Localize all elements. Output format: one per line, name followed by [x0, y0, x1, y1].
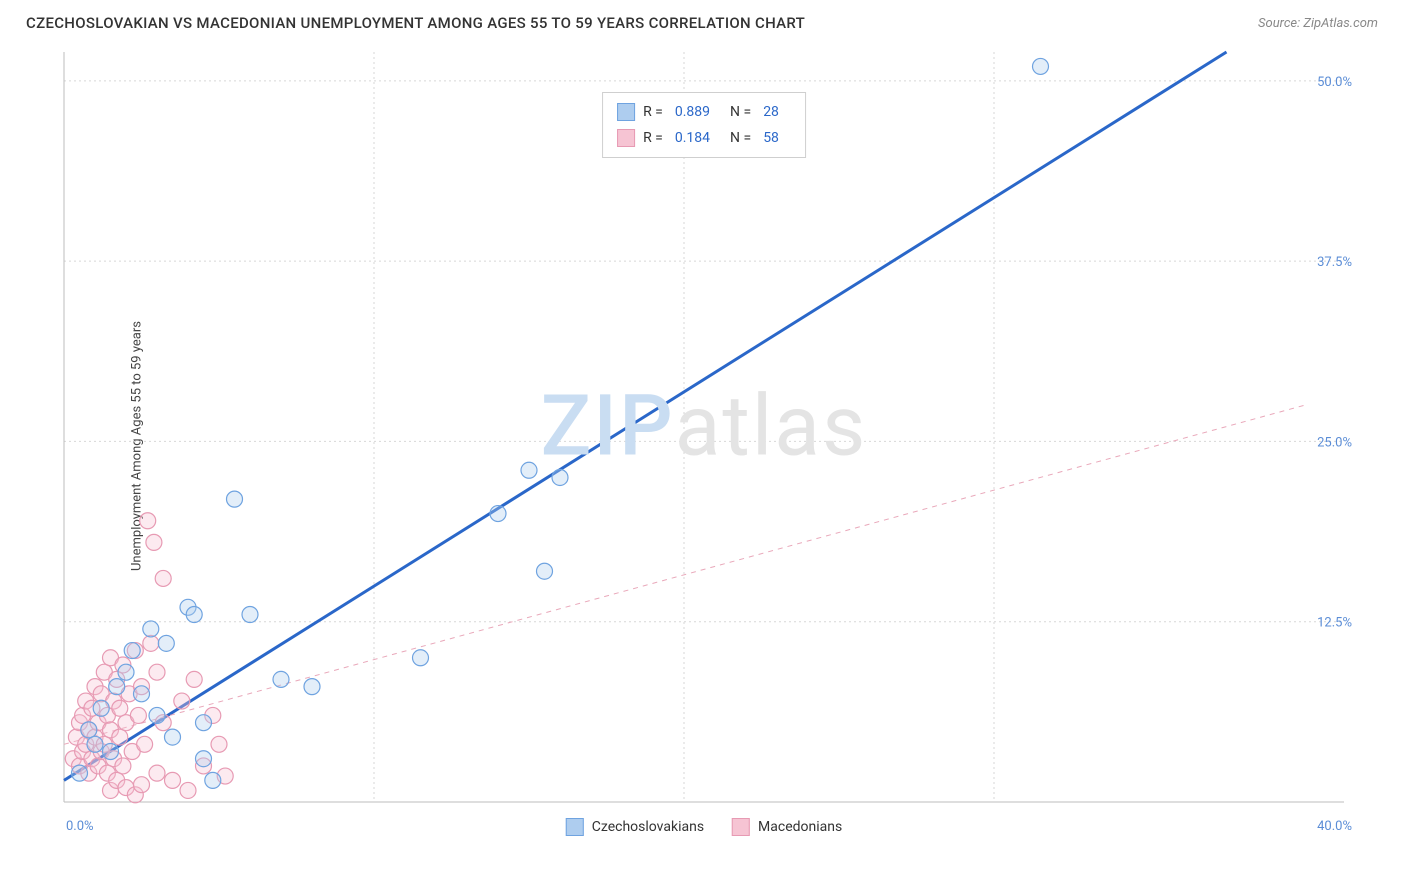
- n-value-maced: 58: [763, 130, 779, 146]
- n-value-czech: 28: [763, 104, 779, 120]
- legend-item-czech: Czechoslovakians: [566, 818, 704, 836]
- chart-svg: 12.5% 25.0% 37.5% 50.0% 0.0% 40.0%: [54, 42, 1354, 842]
- r-label: R =: [643, 130, 663, 146]
- n-label: N =: [730, 104, 751, 120]
- r-value-czech: 0.889: [675, 104, 710, 120]
- svg-text:12.5%: 12.5%: [1317, 616, 1352, 631]
- swatch-czech: [617, 103, 635, 121]
- series-legend: Czechoslovakians Macedonians: [566, 818, 842, 836]
- svg-text:25.0%: 25.0%: [1317, 435, 1352, 450]
- r-label: R =: [643, 104, 663, 120]
- swatch-maced: [617, 129, 635, 147]
- legend-label-czech: Czechoslovakians: [592, 819, 704, 835]
- source-text: Source: ZipAtlas.com: [1258, 16, 1378, 31]
- swatch-maced: [732, 818, 750, 836]
- n-label: N =: [730, 130, 751, 146]
- legend-row-maced: R = 0.184 N = 58: [617, 125, 791, 151]
- swatch-czech: [566, 818, 584, 836]
- svg-text:0.0%: 0.0%: [66, 819, 94, 834]
- legend-item-maced: Macedonians: [732, 818, 842, 836]
- legend-row-czech: R = 0.889 N = 28: [617, 99, 791, 125]
- r-value-maced: 0.184: [675, 130, 710, 146]
- svg-text:50.0%: 50.0%: [1317, 75, 1352, 90]
- correlation-legend: R = 0.889 N = 28 R = 0.184 N = 58: [602, 92, 806, 158]
- chart-area: 12.5%25.0%37.5%50.0%0.0%40.0% ZIPatlas R…: [54, 42, 1354, 842]
- svg-text:40.0%: 40.0%: [1317, 819, 1352, 834]
- svg-text:37.5%: 37.5%: [1317, 255, 1352, 270]
- legend-label-maced: Macedonians: [758, 819, 842, 835]
- page-title: CZECHOSLOVAKIAN VS MACEDONIAN UNEMPLOYME…: [26, 14, 805, 32]
